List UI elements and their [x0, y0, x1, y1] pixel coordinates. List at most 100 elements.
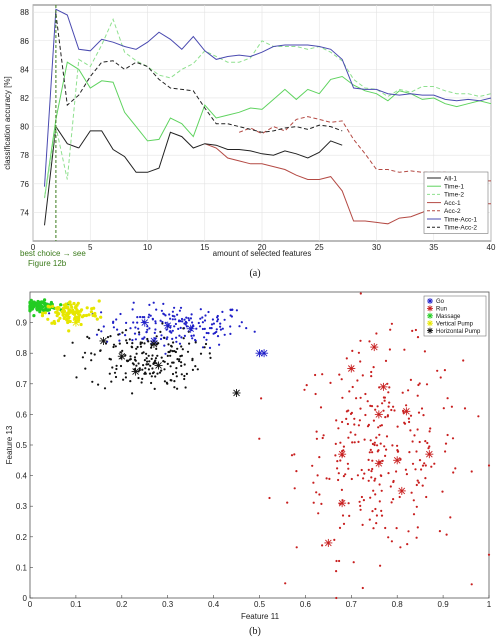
scatter-point: [295, 470, 298, 473]
scatter-point: [175, 336, 178, 339]
scatter-point: [203, 336, 206, 339]
centroid-star: [338, 499, 347, 508]
scatter-point: [159, 319, 162, 322]
scatter-point: [183, 318, 186, 321]
scatter-point: [371, 459, 374, 462]
legend-swatch: [427, 312, 433, 319]
points-go: [48, 301, 256, 355]
scatter-point: [346, 422, 349, 426]
scatter-point: [60, 309, 64, 314]
scatter-point: [286, 501, 289, 504]
scatter-point: [441, 490, 444, 493]
scatter-point: [128, 338, 131, 341]
scatter-point: [416, 428, 419, 431]
scatter-point: [382, 409, 385, 412]
scatter-point: [163, 380, 166, 383]
scatter-point: [135, 352, 138, 355]
scatter-point: [319, 406, 323, 409]
scatter-point: [359, 504, 362, 507]
scatter-point: [329, 381, 332, 384]
scatter-point: [56, 307, 61, 311]
scatter-point: [382, 396, 385, 399]
scatter-point: [379, 564, 382, 567]
scatter-point: [379, 424, 382, 427]
scatter-point: [408, 451, 411, 454]
scatter-point: [341, 420, 344, 424]
scatter-point: [151, 367, 154, 370]
scatter-point: [138, 333, 141, 336]
scatter-point: [183, 377, 186, 381]
centroid-star: [374, 410, 383, 419]
scatter-point: [110, 380, 113, 383]
scatter-point: [144, 372, 147, 375]
scatter-point: [208, 327, 212, 330]
scatter-point: [444, 442, 448, 445]
x-tick-label: 10: [143, 243, 152, 252]
scatter-point: [173, 315, 176, 318]
scatter-point: [346, 462, 349, 465]
scatter-point: [167, 343, 170, 346]
scatter-point: [133, 356, 137, 359]
scatter-point: [35, 302, 39, 307]
y-tick-label: 76: [20, 180, 29, 189]
scatter-point: [140, 381, 143, 384]
scatter-point: [451, 437, 455, 440]
scatter-point: [320, 502, 323, 505]
scatter-point: [389, 328, 392, 331]
scatter-point: [197, 321, 200, 325]
scatter-point: [32, 300, 36, 304]
scatter-point: [210, 327, 213, 330]
scatter-point: [421, 484, 424, 487]
scatter-point: [137, 376, 140, 380]
scatter-point: [415, 483, 418, 487]
y-tick-label: 0.2: [16, 533, 28, 542]
scatter-point: [423, 350, 426, 353]
scatter-point: [148, 327, 151, 330]
legend-swatch: [427, 298, 433, 304]
scatter-point: [124, 354, 127, 357]
scatter-point: [487, 553, 491, 556]
scatter-point: [97, 299, 101, 303]
scatter-point: [145, 352, 148, 355]
scatter-point: [95, 333, 99, 336]
scatter-point: [347, 502, 350, 505]
scatter-point: [385, 435, 389, 438]
scatter-point: [150, 346, 153, 349]
scatter-point: [146, 360, 149, 363]
scatter-point: [416, 526, 419, 529]
scatter-point: [114, 345, 117, 348]
scatter-point: [375, 436, 378, 439]
scatter-point: [223, 333, 226, 336]
scatter-point: [350, 411, 353, 414]
scatter-point: [154, 357, 158, 360]
scatter-point: [183, 374, 186, 378]
scatter-point: [150, 381, 153, 385]
centroid-star: [324, 538, 333, 547]
y-axis-label-b: Feature 13: [5, 425, 14, 464]
scatter-point: [212, 322, 215, 325]
scatter-point: [51, 304, 55, 308]
scatter-point: [328, 477, 331, 480]
scatter-point: [390, 540, 393, 543]
scatter-point: [295, 546, 298, 549]
scatter-point: [194, 365, 197, 368]
scatter-point: [425, 495, 428, 499]
x-tick-label: 0.1: [70, 600, 82, 609]
scatter-point: [487, 464, 491, 467]
scatter-point: [171, 329, 174, 332]
scatter-point: [359, 396, 362, 399]
scatter-point: [305, 384, 308, 387]
scatter-point: [357, 440, 360, 443]
y-tick-label: 88: [20, 8, 29, 17]
scatter-point: [335, 596, 338, 600]
scatter-point: [268, 496, 271, 500]
scatter-point: [160, 356, 163, 359]
scatter-point: [89, 310, 93, 314]
scatter-point: [364, 413, 367, 417]
x-tick-label: 0: [28, 600, 33, 609]
x-axis-label-a: amount of selected features: [213, 249, 312, 258]
scatter-point: [380, 509, 383, 512]
scatter-point: [314, 392, 317, 396]
scatter-point: [420, 407, 424, 410]
scatter-point: [99, 349, 102, 352]
